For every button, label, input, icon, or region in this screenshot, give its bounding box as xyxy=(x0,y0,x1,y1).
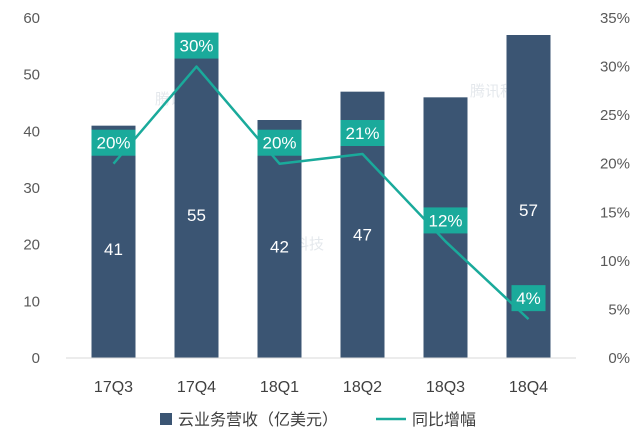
line-label-box xyxy=(91,129,136,156)
line-value-label: 21% xyxy=(345,124,379,143)
line-label-box xyxy=(340,120,385,146)
x-tick-label: 17Q3 xyxy=(94,379,133,396)
line-label-box xyxy=(423,207,468,234)
y-axis-left: 0 10 20 30 40 50 60 xyxy=(23,10,40,367)
bar-value-label: 55 xyxy=(187,206,206,225)
y-right-tick-label: 35% xyxy=(600,10,630,27)
y-left-tick-label: 60 xyxy=(23,10,40,27)
bar-value-label: 57 xyxy=(519,201,538,220)
line-value-label: 20% xyxy=(96,134,130,153)
bar-17Q4 xyxy=(174,46,219,358)
y-axis-right: 0% 5% 10% 15% 20% 25% 30% 35% xyxy=(600,10,630,367)
y-left-tick-label: 20 xyxy=(23,237,40,254)
y-left-tick-label: 0 xyxy=(32,350,40,367)
bar-value-label: 47 xyxy=(353,225,372,244)
x-axis: 17Q3 17Q4 18Q1 18Q2 18Q3 18Q4 xyxy=(66,357,576,396)
line-series: 20% 30% 20% 21% 12% 4% xyxy=(91,32,546,321)
y-left-tick-label: 50 xyxy=(23,67,40,84)
x-tick-label: 18Q2 xyxy=(343,379,382,396)
line-value-label: 20% xyxy=(262,134,296,153)
x-tick-label: 18Q4 xyxy=(509,379,548,396)
y-right-tick-label: 15% xyxy=(600,204,630,221)
legend-bar-label: 云业务营收（亿美元） xyxy=(178,410,338,429)
line-label-box xyxy=(174,32,219,59)
growth-line xyxy=(112,65,530,321)
x-tick-label: 17Q4 xyxy=(177,379,216,396)
x-tick-label: 18Q3 xyxy=(426,379,465,396)
y-right-tick-label: 5% xyxy=(608,301,630,318)
y-right-tick-label: 10% xyxy=(600,253,630,270)
line-value-label: 30% xyxy=(179,37,213,56)
y-right-tick-label: 25% xyxy=(600,107,630,124)
line-label-box xyxy=(257,129,302,156)
x-tick-label: 18Q1 xyxy=(260,379,299,396)
line-value-label: 12% xyxy=(428,211,462,230)
line-label-box xyxy=(511,285,546,312)
bar-18Q1 xyxy=(257,120,302,358)
bar-value-label: 42 xyxy=(270,238,289,257)
legend-bar-swatch xyxy=(160,413,172,425)
y-left-tick-label: 40 xyxy=(23,123,40,140)
bar-value-label: 41 xyxy=(104,240,123,259)
y-right-tick-label: 30% xyxy=(600,59,630,76)
legend: 云业务营收（亿美元） 同比增幅 xyxy=(160,410,476,429)
y-right-tick-label: 20% xyxy=(600,156,630,173)
legend-line-label: 同比增幅 xyxy=(412,410,476,429)
line-value-label: 4% xyxy=(516,289,541,308)
bar-17Q3 xyxy=(91,125,136,359)
y-left-tick-label: 10 xyxy=(23,293,40,310)
y-right-tick-label: 0% xyxy=(608,350,630,367)
y-left-tick-label: 30 xyxy=(23,180,40,197)
